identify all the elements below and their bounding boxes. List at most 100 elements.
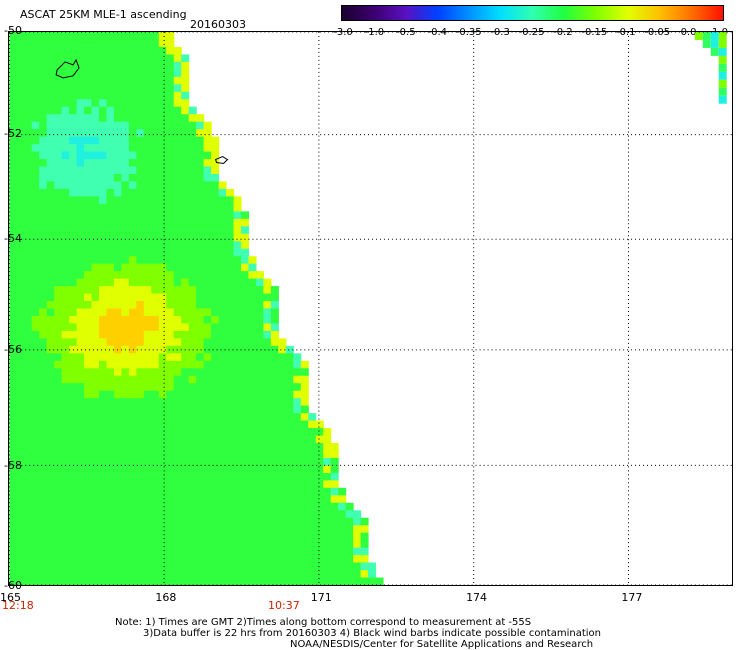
swath-cell — [338, 510, 347, 519]
swath-cell — [113, 84, 122, 93]
swath-cell — [136, 510, 145, 519]
swath-cell — [128, 472, 137, 481]
swath-cell — [106, 84, 115, 93]
swath-cell — [121, 129, 130, 138]
swath-cell — [338, 517, 347, 526]
swath-cell — [151, 69, 160, 78]
swath-cell — [143, 450, 152, 459]
swath-cell — [308, 517, 317, 526]
swath-cell — [166, 435, 175, 444]
swath-cell — [173, 106, 182, 115]
swath-cell — [143, 218, 152, 227]
swath-cell — [24, 263, 33, 272]
swath-cell — [270, 555, 279, 564]
swath-cell — [233, 233, 242, 242]
swath-cell — [136, 353, 145, 362]
swath-cell — [46, 570, 55, 579]
swath-cell — [226, 323, 235, 332]
swath-cell — [16, 32, 25, 41]
swath-cell — [24, 532, 33, 541]
swath-cell — [31, 76, 40, 85]
swath-cell — [128, 375, 137, 384]
swath-cell — [39, 413, 48, 422]
swath-cell — [39, 398, 48, 407]
swath-cell — [203, 368, 212, 377]
swath-cell — [173, 271, 182, 280]
swath-cell — [9, 562, 18, 571]
swath-cell — [76, 61, 85, 70]
swath-cell — [143, 226, 152, 235]
swath-cell — [181, 308, 190, 317]
swath-cell — [54, 106, 63, 115]
swath-cell — [84, 435, 93, 444]
swath-cell — [91, 345, 100, 354]
swath-cell — [173, 405, 182, 414]
swath-cell — [181, 136, 190, 145]
swath-cell — [300, 420, 309, 429]
swath-cell — [211, 472, 220, 481]
swath-cell — [270, 502, 279, 511]
swath-cell — [24, 383, 33, 392]
swath-cell — [39, 308, 48, 317]
swath-cell — [308, 428, 317, 437]
swath-cell — [54, 338, 63, 347]
swath-cell — [300, 517, 309, 526]
swath-cell — [46, 278, 55, 287]
swath-cell — [151, 211, 160, 220]
swath-cell — [98, 263, 108, 272]
swath-cell — [218, 390, 227, 399]
swath-cell — [9, 330, 18, 339]
swath-cell — [46, 106, 55, 115]
swath-cell — [61, 525, 70, 534]
swath-cell — [181, 338, 190, 347]
swath-cell — [61, 398, 70, 407]
swath-cell — [226, 286, 235, 295]
swath-cell — [76, 91, 85, 100]
swath-cell — [61, 114, 70, 123]
swath-cell — [166, 263, 175, 272]
swath-cell — [233, 368, 242, 377]
swath-cell — [16, 383, 25, 392]
swath-cell — [188, 577, 197, 585]
swath-cell — [218, 428, 227, 437]
note-line-2: 3)Data buffer is 22 hrs from 20160303 4)… — [143, 628, 601, 639]
swath-cell — [9, 226, 18, 235]
swath-cell — [39, 375, 48, 384]
swath-cell — [323, 472, 332, 481]
swath-cell — [143, 540, 152, 549]
swath-cell — [31, 315, 40, 325]
swath-cell — [248, 315, 257, 325]
swath-cell — [173, 360, 182, 369]
swath-cell — [16, 315, 25, 325]
swath-cell — [54, 278, 63, 287]
swath-cell — [166, 487, 175, 496]
swath-cell — [121, 495, 130, 504]
swath-cell — [166, 375, 175, 384]
swath-cell — [173, 226, 182, 235]
swath-cell — [143, 248, 152, 257]
swath-cell — [166, 218, 175, 227]
swath-cell — [240, 465, 250, 474]
swath-cell — [136, 577, 145, 585]
swath-cell — [91, 84, 100, 93]
swath-cell — [113, 308, 122, 317]
swath-cell — [98, 375, 108, 384]
swath-cell — [39, 69, 48, 78]
swath-cell — [218, 540, 227, 549]
swath-cell — [128, 46, 137, 56]
swath-cell — [54, 510, 63, 519]
swath-cell — [69, 166, 78, 175]
swath-cell — [84, 286, 93, 295]
swath-cell — [106, 181, 115, 190]
swath-cell — [9, 502, 18, 511]
swath-cell — [255, 278, 264, 287]
swath-cell — [128, 263, 137, 272]
swath-cell — [166, 61, 175, 70]
swath-cell — [143, 555, 152, 564]
swath-cell — [24, 159, 33, 168]
swath-cell — [173, 330, 182, 339]
swath-cell — [106, 495, 115, 504]
swath-cell — [9, 188, 18, 198]
swath-cell — [226, 562, 235, 571]
swath-cell — [158, 465, 167, 474]
